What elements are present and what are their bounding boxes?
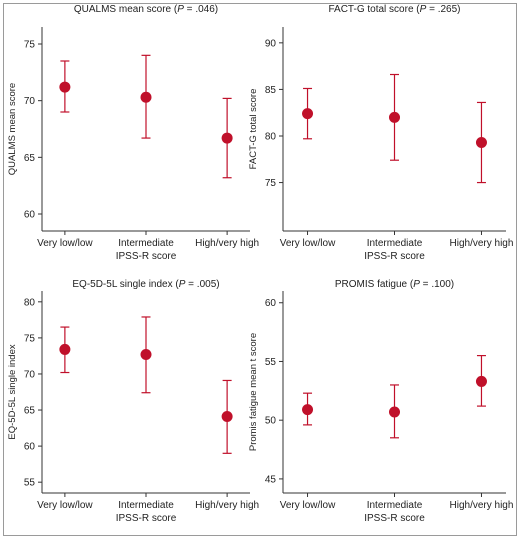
- chart-title: FACT-G total score (P = .265): [328, 4, 460, 15]
- y-tick-label: 55: [265, 357, 277, 368]
- y-tick-label: 75: [24, 333, 36, 344]
- p-value: .005: [197, 279, 217, 290]
- data-point-mean: [389, 111, 400, 123]
- data-point-mean: [140, 348, 152, 360]
- figure-frame: [3, 3, 517, 536]
- p-symbol: P: [420, 4, 427, 15]
- chart-title-text: QUALMS mean score: [74, 4, 172, 15]
- chart-panel-1: QUALMS mean score (P = .046) 60 65 70 75 Very…: [7, 4, 259, 262]
- chart-title-text: EQ-5D-5L single index: [72, 279, 172, 290]
- y-axis-title: Promis fatigue mean t score: [248, 333, 259, 451]
- y-tick-label: 80: [24, 297, 36, 308]
- p-value: .100: [431, 279, 451, 290]
- y-tick-label: 60: [24, 442, 36, 453]
- y-tick-label: 75: [24, 40, 36, 51]
- chart-panel-3: EQ-5D-5L single index (P = .005) 55 60 65 70…: [7, 279, 259, 524]
- chart-title-text: PROMIS fatigue: [335, 279, 408, 290]
- chart-panel-4: PROMIS fatigue (P = .100) 45 50 55 60 Very lo…: [248, 279, 513, 524]
- y-tick-label: 55: [24, 478, 36, 489]
- y-tick-label: 50: [265, 416, 277, 427]
- chart-title: QUALMS mean score (P = .046): [74, 4, 218, 15]
- y-tick-label: 60: [24, 210, 36, 221]
- y-tick-label: 70: [24, 369, 36, 380]
- y-tick-label: 65: [24, 153, 36, 164]
- y-tick-label: 45: [265, 474, 277, 485]
- x-tick-label: Very low/low: [280, 238, 336, 249]
- p-value: .046: [195, 4, 215, 15]
- x-tick-label: Intermediate: [367, 238, 423, 249]
- x-tick-label: High/very high: [450, 500, 514, 511]
- data-point-mean: [475, 137, 487, 149]
- x-tick-label: Intermediate: [118, 500, 174, 511]
- x-tick-label: High/very high: [195, 500, 259, 511]
- y-tick-label: 85: [265, 85, 277, 96]
- x-axis-title: IPSS-R score: [116, 513, 177, 524]
- x-axis-title: IPSS-R score: [364, 513, 425, 524]
- data-point-mean: [302, 404, 314, 416]
- y-tick-label: 60: [265, 298, 277, 309]
- data-point-mean: [302, 108, 314, 120]
- p-symbol: P: [413, 279, 420, 290]
- x-tick-label: Intermediate: [367, 500, 423, 511]
- y-axis-title: FACT-G total score: [248, 89, 259, 170]
- p-value: .265: [438, 4, 458, 15]
- x-tick-label: Very low/low: [37, 238, 93, 249]
- y-tick-label: 70: [24, 96, 36, 107]
- data-point-mean: [475, 375, 487, 387]
- p-symbol: P: [179, 279, 186, 290]
- chart-panel-2: FACT-G total score (P = .265) 75 80 85 90 Ver…: [248, 4, 513, 262]
- y-tick-label: 80: [265, 131, 277, 142]
- x-tick-label: High/very high: [195, 238, 259, 249]
- data-point-mean: [221, 132, 233, 144]
- y-axis-title: EQ-5D-5L single index: [7, 344, 18, 439]
- chart-title: EQ-5D-5L single index (P = .005): [72, 279, 219, 290]
- x-tick-label: High/very high: [450, 238, 514, 249]
- p-symbol: P: [177, 4, 184, 15]
- x-tick-label: Very low/low: [37, 500, 93, 511]
- x-tick-label: Very low/low: [280, 500, 336, 511]
- y-axis-title: QUALMS mean score: [7, 83, 18, 175]
- x-axis-title: IPSS-R score: [364, 251, 425, 262]
- data-point-mean: [140, 91, 152, 103]
- data-point-mean: [389, 406, 400, 418]
- y-tick-label: 75: [265, 178, 277, 189]
- chart-title: PROMIS fatigue (P = .100): [335, 279, 454, 290]
- x-axis-title: IPSS-R score: [116, 251, 177, 262]
- y-tick-label: 90: [265, 38, 277, 49]
- data-point-mean: [221, 411, 233, 423]
- x-tick-label: Intermediate: [118, 238, 174, 249]
- y-tick-label: 65: [24, 406, 36, 417]
- data-point-mean: [59, 343, 71, 355]
- data-point-mean: [59, 81, 71, 93]
- chart-title-text: FACT-G total score: [328, 4, 413, 15]
